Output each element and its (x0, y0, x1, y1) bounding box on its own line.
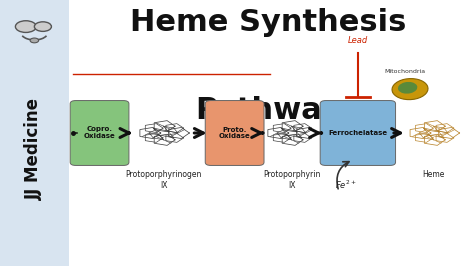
Text: Heme: Heme (422, 170, 445, 179)
Text: Heme Synthesis: Heme Synthesis (129, 8, 406, 37)
Circle shape (30, 38, 38, 43)
FancyBboxPatch shape (205, 101, 264, 165)
Text: $Fe^{2+}$: $Fe^{2+}$ (335, 178, 357, 191)
Text: Protoporphyrin
IX: Protoporphyrin IX (263, 170, 320, 190)
FancyBboxPatch shape (0, 0, 69, 266)
Ellipse shape (392, 78, 428, 100)
Text: Copro.
Oxidase: Copro. Oxidase (84, 127, 115, 139)
Text: Mitochondria: Mitochondria (385, 69, 426, 74)
Text: Ferrochelatase: Ferrochelatase (328, 130, 387, 136)
Text: Pathway: Pathway (195, 96, 341, 125)
Text: JJ Medicine: JJ Medicine (26, 98, 43, 200)
Circle shape (34, 22, 51, 31)
Circle shape (15, 21, 36, 32)
Text: Lead: Lead (348, 36, 368, 45)
Text: Protoporphyrinogen
IX: Protoporphyrinogen IX (125, 170, 202, 190)
FancyBboxPatch shape (70, 101, 129, 165)
Text: Proto.
Oxidase: Proto. Oxidase (219, 127, 250, 139)
Ellipse shape (398, 82, 417, 94)
FancyBboxPatch shape (320, 101, 395, 165)
